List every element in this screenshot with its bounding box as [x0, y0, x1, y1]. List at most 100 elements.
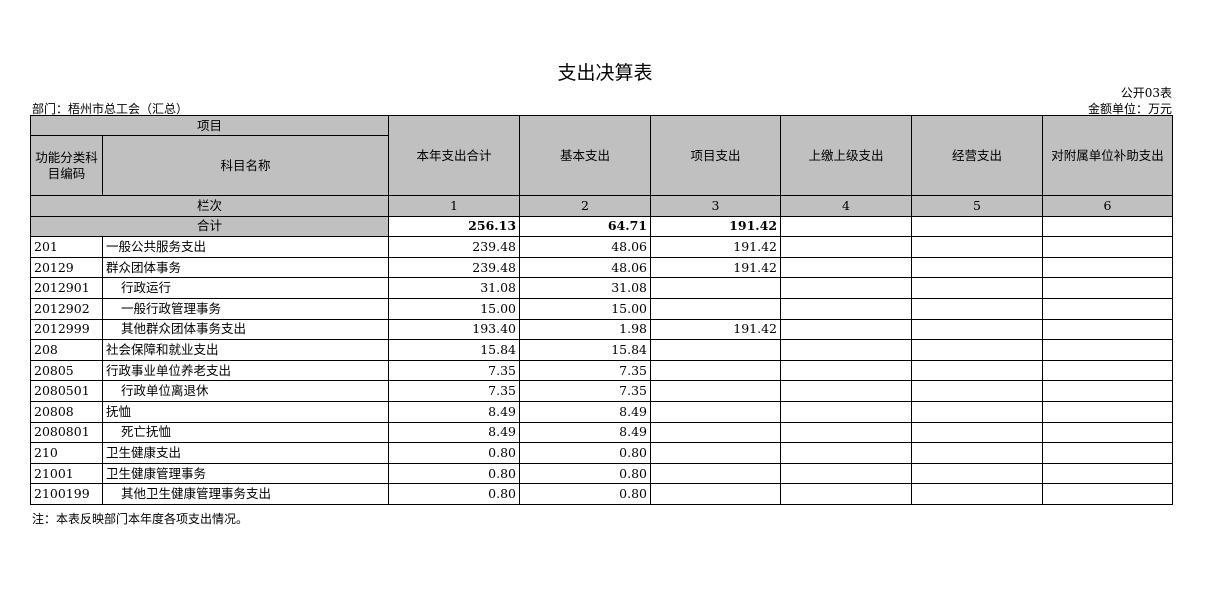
table-row: 2012902 一般行政管理事务 15.00 15.00 [30, 297, 1174, 320]
cell [911, 483, 1044, 505]
cell: 0.80 [519, 462, 652, 485]
cell [911, 462, 1044, 485]
cell: 7.35 [388, 359, 521, 382]
cell: 2 [519, 195, 652, 217]
cell: 191.42 [650, 236, 782, 258]
table-row: 201 一般公共服务支出 239.48 48.06 191.42 [30, 236, 1174, 258]
cell: 0.80 [388, 483, 521, 505]
header-cell: 功能分类科目编码 [30, 135, 103, 196]
table-row: 合计 256.13 64.71 191.42 [29, 215, 1174, 238]
table-row: 208 社会保障和就业支出 15.84 15.84 [30, 339, 1174, 361]
cell [780, 462, 913, 485]
cell [1042, 339, 1174, 361]
cell [1042, 421, 1174, 444]
cell [1042, 277, 1174, 299]
cell [650, 277, 782, 299]
cell: 2080801 [30, 421, 103, 444]
table-row: 2080501 行政单位离退休 7.35 7.35 [30, 380, 1174, 402]
cell [1042, 318, 1174, 341]
cell: 2012999 [30, 318, 103, 341]
cell: 201 [30, 236, 103, 258]
cell [780, 318, 913, 341]
cell: 48.06 [519, 256, 652, 279]
header-row: 功能分类科目编码 科目名称 [30, 135, 1173, 196]
cell: 一般公共服务支出 [101, 236, 390, 258]
cell: 15.84 [388, 339, 521, 361]
header-cell: 项目支出 [650, 115, 782, 196]
cell [650, 462, 782, 485]
unit: 金额单位：万元 [1087, 102, 1172, 116]
cell [1042, 297, 1174, 320]
form-number: 公开03表 [1120, 86, 1172, 100]
cell [1042, 359, 1174, 382]
cell: 20805 [30, 359, 103, 382]
cell: 3 [650, 195, 782, 217]
cell: 行政事业单位养老支出 [101, 359, 390, 382]
cell [780, 339, 913, 361]
header-cell: 项目 [29, 115, 390, 136]
cell [911, 236, 1044, 258]
cell: 7.35 [519, 380, 652, 402]
cell: 2012902 [30, 297, 103, 320]
cell: 15.84 [519, 339, 652, 361]
cell [1042, 380, 1174, 402]
header-row: 项目 本年支出合计 基本支出 项目支出 上缴上级支出 经营支出 对附属单位补助支… [29, 115, 1174, 196]
cell: 239.48 [388, 236, 521, 258]
cell [911, 359, 1044, 382]
cell: 191.42 [650, 215, 782, 238]
cell: 8.49 [519, 421, 652, 444]
cell: 64.71 [519, 215, 652, 238]
cell [780, 421, 913, 444]
cell: 193.40 [388, 318, 521, 341]
cell: 7.35 [519, 359, 652, 382]
cell [650, 339, 782, 361]
cell: 239.48 [388, 256, 521, 279]
cell: 0.80 [388, 462, 521, 485]
cell: 0.80 [388, 442, 521, 464]
header-cell: 基本支出 [519, 115, 652, 196]
cell: 5 [911, 195, 1044, 217]
table-row: 2080801 死亡抚恤 8.49 8.49 [30, 421, 1174, 444]
cell [780, 483, 913, 505]
cell: 256.13 [388, 215, 521, 238]
cell [911, 318, 1044, 341]
table-row: 210 卫生健康支出 0.80 0.80 [30, 442, 1174, 464]
cell: 1 [388, 195, 521, 217]
cell [911, 215, 1044, 238]
cell: 2080501 [30, 380, 103, 402]
cell [911, 277, 1044, 299]
cell: 死亡抚恤 [101, 421, 390, 444]
header-cell: 上缴上级支出 [780, 115, 913, 196]
cell [780, 215, 913, 238]
cell [1042, 236, 1174, 258]
cell [650, 400, 782, 423]
cell: 20808 [30, 400, 103, 423]
cell [911, 442, 1044, 464]
header-cell: 经营支出 [911, 115, 1044, 196]
cell: 191.42 [650, 256, 782, 279]
title: 支出决算表 [557, 62, 653, 84]
cell: 一般行政管理事务 [101, 297, 390, 320]
cell: 群众团体事务 [101, 256, 390, 279]
table-row: 2012999 其他群众团体事务支出 193.40 1.98 191.42 [30, 318, 1174, 341]
cell: 15.00 [388, 297, 521, 320]
cell [911, 256, 1044, 279]
cell: 行政运行 [101, 277, 390, 299]
cell [650, 421, 782, 444]
cell [1042, 442, 1174, 464]
cell [1042, 462, 1174, 485]
cell: 4 [780, 195, 913, 217]
table-row: 2100199 其他卫生健康管理事务支出 0.80 0.80 [30, 483, 1174, 505]
cell [780, 442, 913, 464]
department: 部门：梧州市总工会（汇总） [32, 102, 189, 116]
cell: 6 [1042, 195, 1174, 217]
cell: 8.49 [388, 400, 521, 423]
cell [911, 380, 1044, 402]
cell: 15.00 [519, 297, 652, 320]
cell: 2100199 [30, 483, 103, 505]
cell: 卫生健康管理事务 [101, 462, 390, 485]
table-row: 21001 卫生健康管理事务 0.80 0.80 [30, 462, 1174, 485]
cell: 8.49 [388, 421, 521, 444]
cell: 栏次 [29, 195, 390, 217]
cell [780, 380, 913, 402]
